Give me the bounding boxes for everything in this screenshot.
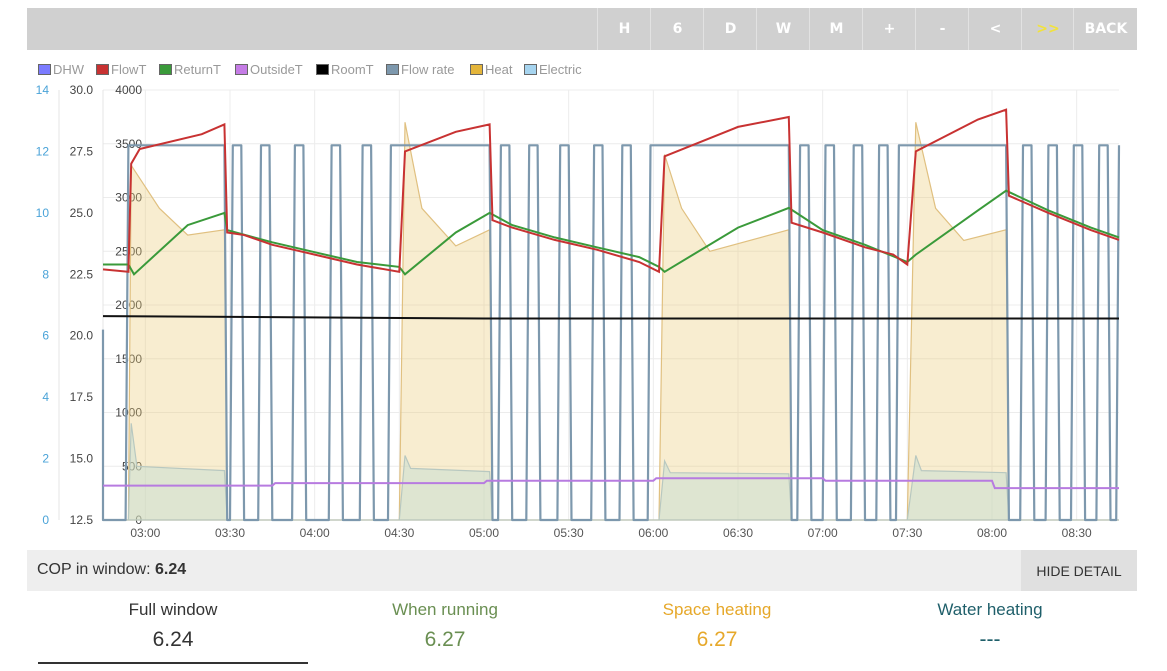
time-window-toolbar: H 6 D W M + - < >> BACK bbox=[27, 8, 1137, 50]
stat-value: --- bbox=[979, 628, 1001, 651]
legend-item-heat[interactable]: Heat bbox=[470, 62, 512, 77]
pan-right-button[interactable]: >> bbox=[1021, 8, 1074, 50]
x-tick-label: 06:00 bbox=[638, 526, 668, 540]
legend-label: Flow rate bbox=[401, 62, 455, 77]
x-tick-label: 06:30 bbox=[723, 526, 753, 540]
y-tick-label: 30.0 bbox=[70, 83, 94, 97]
legend-item-returnt[interactable]: ReturnT bbox=[159, 62, 221, 77]
stat-water-heating[interactable]: Water heating --- bbox=[855, 600, 1125, 652]
legend-label: OutsideT bbox=[250, 62, 303, 77]
legend-item-flowt[interactable]: FlowT bbox=[96, 62, 146, 77]
legend-label: ReturnT bbox=[174, 62, 221, 77]
y-tick-label: 1500 bbox=[115, 352, 142, 366]
hour-window-button[interactable]: H bbox=[597, 8, 651, 50]
y-tick-label: 10 bbox=[36, 206, 50, 220]
stat-space-heating[interactable]: Space heating 6.27 bbox=[582, 600, 852, 652]
y-tick-label: 0 bbox=[42, 513, 49, 527]
legend-item-dhw[interactable]: DHW bbox=[38, 62, 84, 77]
x-tick-label: 08:30 bbox=[1062, 526, 1092, 540]
x-tick-label: 04:00 bbox=[300, 526, 330, 540]
hide-detail-button[interactable]: HIDE DETAIL bbox=[1021, 550, 1137, 591]
zoom-in-button[interactable]: + bbox=[862, 8, 916, 50]
day-window-button[interactable]: D bbox=[703, 8, 757, 50]
x-tick-label: 03:30 bbox=[215, 526, 245, 540]
back-button[interactable]: BACK bbox=[1073, 8, 1138, 50]
series-roomt-line bbox=[102, 315, 1119, 320]
y-tick-label: 8 bbox=[42, 267, 49, 281]
legend-item-flow-rate[interactable]: Flow rate bbox=[386, 62, 454, 77]
legend-label: DHW bbox=[53, 62, 85, 77]
x-tick-label: 05:00 bbox=[469, 526, 499, 540]
legend-swatch bbox=[524, 64, 537, 75]
legend-swatch bbox=[386, 64, 399, 75]
y-tick-label: 20.0 bbox=[70, 329, 94, 343]
legend-swatch bbox=[470, 64, 483, 75]
series-heat-area bbox=[103, 122, 1119, 521]
legend-swatch bbox=[159, 64, 172, 75]
stat-full-window[interactable]: Full window 6.24 bbox=[38, 600, 308, 652]
y-tick-label: 12.5 bbox=[70, 513, 94, 527]
heatpump-chart[interactable]: 03:00 03:30 04:00 04:30 05:00 05:30 06:00 06:30… bbox=[27, 80, 1137, 550]
stat-value: 6.27 bbox=[696, 628, 738, 651]
legend-item-electric[interactable]: Electric bbox=[524, 62, 582, 77]
series-electric-area bbox=[103, 423, 1119, 521]
legend-label: Electric bbox=[539, 62, 582, 77]
y-tick-label: 4 bbox=[42, 390, 49, 404]
x-tick-label: 04:30 bbox=[384, 526, 414, 540]
y-tick-label: 12 bbox=[36, 144, 50, 158]
y-tick-label: 17.5 bbox=[70, 390, 94, 404]
cop-window-value: 6.24 bbox=[154, 561, 187, 578]
y-tick-label: 22.5 bbox=[70, 267, 94, 281]
legend-swatch bbox=[316, 64, 329, 75]
stat-when-running[interactable]: When running 6.27 bbox=[310, 600, 580, 652]
stat-title: Full window bbox=[128, 600, 218, 619]
y-tick-label: 25.0 bbox=[70, 206, 94, 220]
pan-left-button[interactable]: < bbox=[968, 8, 1022, 50]
x-tick-label: 03:00 bbox=[130, 526, 160, 540]
stat-title: When running bbox=[392, 600, 498, 619]
y-tick-label: 2000 bbox=[115, 298, 142, 312]
series-outsidet-line bbox=[103, 477, 1119, 490]
x-tick-label: 07:30 bbox=[892, 526, 922, 540]
cop-window-text: COP in window: bbox=[37, 561, 151, 578]
legend-swatch bbox=[38, 64, 51, 75]
y-tick-label: 3500 bbox=[115, 137, 142, 151]
y-tick-label: 27.5 bbox=[70, 144, 94, 158]
series-flow-rate-line bbox=[101, 144, 1121, 522]
x-tick-label: 08:00 bbox=[977, 526, 1007, 540]
week-window-button[interactable]: W bbox=[756, 8, 810, 50]
cop-summary-bar: COP in window: 6.24 HIDE DETAIL bbox=[27, 550, 1137, 591]
cop-window-label: COP in window: 6.24 bbox=[37, 561, 186, 579]
month-window-button[interactable]: M bbox=[809, 8, 863, 50]
six-hour-window-button[interactable]: 6 bbox=[650, 8, 704, 50]
zoom-out-button[interactable]: - bbox=[915, 8, 969, 50]
legend-label: Heat bbox=[485, 62, 513, 77]
stat-title: Space heating bbox=[662, 600, 772, 619]
y-tick-label: 4000 bbox=[115, 83, 142, 97]
y-tick-label: 6 bbox=[42, 329, 49, 343]
legend-item-roomt[interactable]: RoomT bbox=[316, 62, 374, 77]
legend-label: RoomT bbox=[331, 62, 374, 77]
legend-item-outsidet[interactable]: OutsideT bbox=[235, 62, 303, 77]
legend-swatch bbox=[96, 64, 109, 75]
selected-stat-underline bbox=[38, 662, 308, 664]
x-tick-label: 05:30 bbox=[554, 526, 584, 540]
series-flowt-line bbox=[102, 108, 1120, 274]
y-tick-label: 15.0 bbox=[70, 452, 94, 466]
stat-value: 6.27 bbox=[424, 628, 466, 651]
legend-label: FlowT bbox=[111, 62, 147, 77]
stat-value: 6.24 bbox=[152, 628, 194, 651]
x-tick-label: 07:00 bbox=[808, 526, 838, 540]
y-tick-label: 14 bbox=[36, 83, 50, 97]
stat-title: Water heating bbox=[937, 600, 1043, 619]
y-tick-label: 2 bbox=[42, 452, 49, 466]
legend-swatch bbox=[235, 64, 248, 75]
